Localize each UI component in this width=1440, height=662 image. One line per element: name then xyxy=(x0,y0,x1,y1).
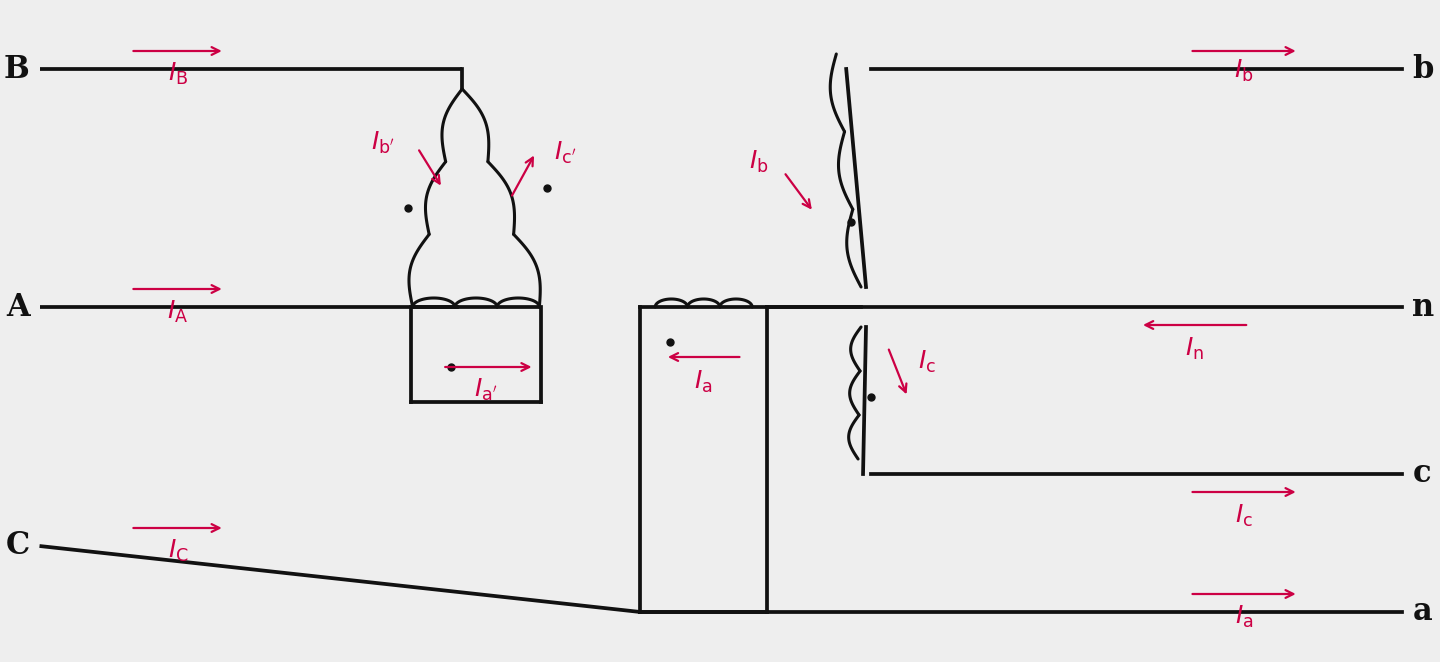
Text: $I_{\rm c}$: $I_{\rm c}$ xyxy=(919,349,936,375)
Text: a: a xyxy=(1413,596,1433,628)
Text: $I_{\rm a}$: $I_{\rm a}$ xyxy=(1236,604,1253,630)
Text: $I_{\rm a'}$: $I_{\rm a'}$ xyxy=(474,377,498,403)
Text: c: c xyxy=(1413,459,1431,489)
Text: $I_{\rm C}$: $I_{\rm C}$ xyxy=(167,538,189,564)
Text: $I_{\rm c}$: $I_{\rm c}$ xyxy=(1236,503,1253,529)
Text: $I_{\rm c'}$: $I_{\rm c'}$ xyxy=(554,140,576,166)
Text: C: C xyxy=(6,530,30,561)
Text: $I_{\rm n}$: $I_{\rm n}$ xyxy=(1185,336,1204,362)
Text: $I_{\rm A}$: $I_{\rm A}$ xyxy=(167,299,189,325)
Text: A: A xyxy=(6,291,30,322)
Text: n: n xyxy=(1413,291,1434,322)
Text: $I_{\rm b}$: $I_{\rm b}$ xyxy=(749,149,769,175)
Text: $I_{\rm B}$: $I_{\rm B}$ xyxy=(168,61,189,87)
Text: $I_{\rm a}$: $I_{\rm a}$ xyxy=(694,369,713,395)
Text: b: b xyxy=(1413,54,1434,85)
Text: $I_{\rm b'}$: $I_{\rm b'}$ xyxy=(372,130,395,156)
Text: B: B xyxy=(4,54,30,85)
Text: $I_{\rm b}$: $I_{\rm b}$ xyxy=(1234,58,1254,84)
